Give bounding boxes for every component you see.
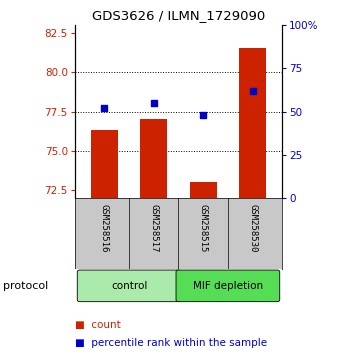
Text: ■  count: ■ count [75,320,121,330]
Text: GSM258515: GSM258515 [199,204,208,252]
Text: GSM258516: GSM258516 [100,204,109,252]
Text: GSM258517: GSM258517 [149,204,158,252]
Bar [140,119,167,198]
Point [250,88,255,93]
Title: GDS3626 / ILMN_1729090: GDS3626 / ILMN_1729090 [92,9,265,22]
Text: ■  percentile rank within the sample: ■ percentile rank within the sample [75,338,267,348]
Text: protocol: protocol [3,281,49,291]
Bar [239,48,266,198]
Text: MIF depletion: MIF depletion [193,281,263,291]
Text: GSM258530: GSM258530 [248,204,257,252]
Text: control: control [111,281,147,291]
Bar [190,182,217,198]
Point [201,112,206,118]
FancyBboxPatch shape [77,270,181,302]
Point [151,100,156,105]
FancyBboxPatch shape [176,270,280,302]
Point [102,105,107,111]
Bar [91,130,118,198]
